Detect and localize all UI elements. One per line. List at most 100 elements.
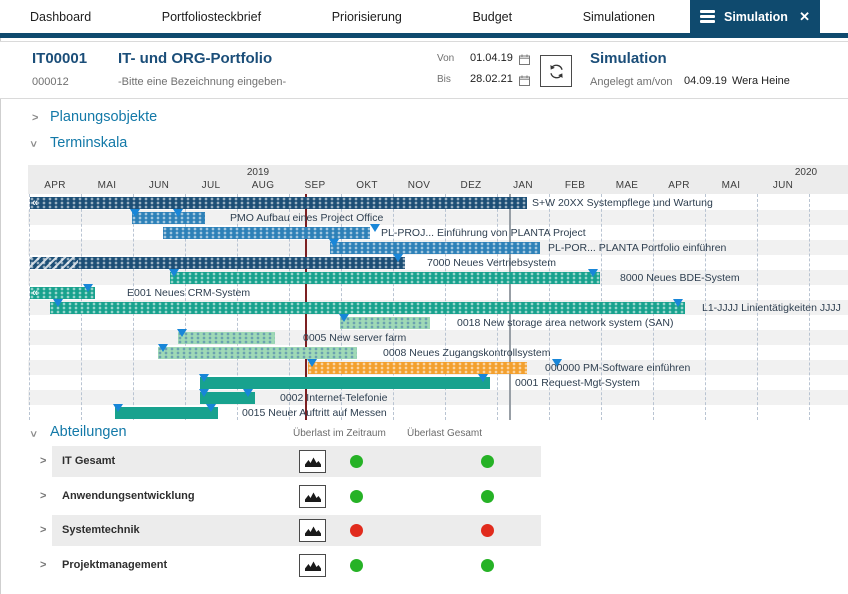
chevron-down-icon[interactable]: > [27,430,40,438]
chevron-right-icon[interactable]: > [32,112,39,124]
utilization-chart-button[interactable] [299,484,326,508]
gantt-bar[interactable]: « [30,197,527,209]
tab-simulationen[interactable]: Simulationen [582,9,655,24]
milestone-marker[interactable] [370,224,380,232]
utilization-chart-button[interactable] [299,519,326,543]
month-label: JUN [148,180,170,191]
gantt-bar[interactable] [163,227,370,239]
milestone-marker[interactable] [53,299,63,307]
hatch-pattern [30,257,78,269]
calendar-icon[interactable] [519,52,530,70]
gantt-bar[interactable] [170,272,600,284]
von-date-field[interactable]: 01.04.19 [470,52,513,64]
gantt-bar[interactable] [50,302,685,314]
portfolio-header: IT00001 000012 IT- und ORG-Portfolio -Bi… [0,41,848,99]
month-label: OKT [356,180,378,191]
department-row [52,515,541,547]
month-gridline [809,194,810,420]
chevron-right-icon[interactable]: > [40,524,47,537]
bis-date-field[interactable]: 28.02.21 [470,73,513,85]
gantt-bar[interactable] [178,332,275,344]
utilization-chart-button[interactable] [299,450,326,473]
section-planungsobjekte[interactable]: Planungsobjekte [50,109,158,125]
milestone-marker[interactable] [130,209,140,217]
gantt-bar-label: 7000 Neues Vertriebsystem [427,257,556,269]
gantt-bar[interactable] [340,317,430,329]
close-icon[interactable]: ✕ [799,8,810,24]
milestone-marker[interactable] [113,404,123,412]
gantt-bar-label: 8000 Neues BDE-System [620,272,740,284]
milestone-marker[interactable] [199,374,209,382]
status-zeitraum-green-dot [349,489,363,503]
histogram-icon [304,457,321,467]
gantt-bar-label: 0002 Internet-Telefonie [280,392,388,404]
month-label: APR [668,180,690,191]
milestone-marker[interactable] [588,269,598,277]
gantt-bar[interactable] [200,377,490,389]
chevron-down-icon[interactable]: > [27,140,40,148]
milestone-marker[interactable] [199,389,209,397]
refresh-button[interactable] [540,55,572,87]
milestone-marker[interactable] [83,284,93,292]
gantt-bar[interactable] [330,242,540,254]
status-gesamt-green-dot [480,455,494,468]
department-label: IT Gesamt [62,455,116,467]
milestone-marker[interactable] [329,239,339,247]
month-gridline [757,194,758,420]
simulation-title: Simulation [590,50,667,67]
gantt-bar-label: 0008 Neues Zugangskontrollsystem [383,347,551,359]
milestone-marker[interactable] [158,344,168,352]
milestone-marker[interactable] [173,209,183,217]
section-terminskala[interactable]: Terminskala [50,135,128,151]
gantt-bar[interactable] [158,347,357,359]
nav-tab-list: Dashboard Portfoliosteckbrief Priorisierun… [30,0,655,33]
milestone-marker[interactable] [243,389,253,397]
tab-priorisierung[interactable]: Priorisierung [331,9,402,24]
milestone-marker[interactable] [673,299,683,307]
gantt-bar-label: S+W 20XX Systempflege und Wartung [532,197,713,209]
portfolio-subtitle[interactable]: -Bitte eine Bezeichnung eingeben- [118,76,287,88]
status-gesamt-red-dot [480,524,494,538]
gantt-bar-label: PL-POR... PLANTA Portfolio einführen [548,242,727,254]
nav-accent-bar [0,33,848,38]
gantt-bar-label: 0018 New storage area network system (SA… [457,317,674,329]
calendar-icon[interactable] [519,73,530,91]
gantt-bar[interactable] [115,407,218,419]
gantt-bar[interactable] [308,362,527,374]
milestone-marker[interactable] [393,254,403,262]
tab-budget[interactable]: Budget [472,9,513,24]
milestone-marker[interactable] [206,404,216,412]
month-label: MAI [721,180,741,191]
department-row [52,446,541,477]
histogram-icon [304,526,321,537]
chevron-right-icon[interactable]: > [40,455,47,467]
gantt-bar[interactable]: « [30,287,95,299]
refresh-icon [549,64,563,78]
tab-dashboard[interactable]: Dashboard [30,9,92,24]
month-label: AUG [251,180,275,191]
utilization-chart-button[interactable] [299,553,326,577]
milestone-marker[interactable] [552,359,562,367]
section-abteilungen[interactable]: Abteilungen [50,424,127,440]
gantt-bar[interactable] [200,392,255,404]
gantt-bar[interactable] [132,212,205,224]
tab-simulation-active[interactable]: Simulation ✕ [690,0,820,33]
chevron-right-icon[interactable]: > [40,489,47,502]
milestone-marker[interactable] [339,314,349,322]
month-gridline [29,194,30,420]
month-label: APR [44,180,66,191]
month-gridline [705,194,706,420]
milestone-marker[interactable] [307,359,317,367]
menu-icon[interactable] [700,10,715,23]
column-header-ueberlast-gesamt: Überlast Gesamt [407,428,483,439]
milestone-marker[interactable] [478,374,488,382]
milestone-marker[interactable] [177,329,187,337]
year-label: 2020 [794,167,818,178]
created-by: Wera Heine [732,75,790,87]
gantt-bar[interactable] [30,257,405,269]
department-label: Systemtechnik [62,524,140,537]
tab-portfoliosteckbrief[interactable]: Portfoliosteckbrief [161,9,262,24]
chevron-right-icon[interactable]: > [40,558,47,571]
milestone-marker[interactable] [169,269,179,277]
